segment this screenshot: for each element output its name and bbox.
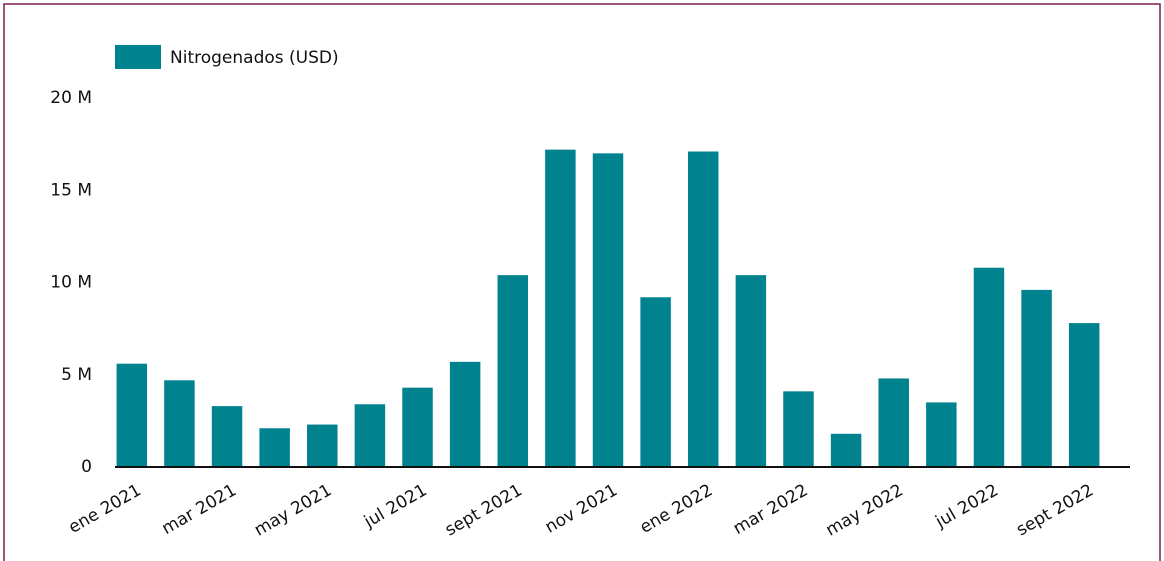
x-tick-label: jul 2021 xyxy=(360,480,431,532)
x-tick-label: may 2021 xyxy=(251,480,335,540)
bar xyxy=(545,149,576,467)
bar xyxy=(354,404,386,467)
y-tick-label: 0 xyxy=(81,457,92,477)
bar xyxy=(1021,289,1052,467)
bar xyxy=(1068,323,1100,467)
legend-swatch xyxy=(115,45,161,69)
bar xyxy=(735,275,767,467)
bar xyxy=(164,380,195,467)
y-tick-label: 10 M xyxy=(50,273,92,293)
x-tick-label: mar 2022 xyxy=(730,480,812,539)
y-tick-label: 15 M xyxy=(50,180,92,200)
bar xyxy=(402,387,433,467)
bar xyxy=(640,297,671,467)
bar xyxy=(497,275,528,467)
x-tick-label: ene 2022 xyxy=(637,480,717,538)
bar xyxy=(449,361,481,467)
bar xyxy=(830,433,862,467)
x-tick-label: sept 2021 xyxy=(442,480,526,540)
x-tick-label: nov 2021 xyxy=(542,480,621,537)
x-tick-label: ene 2021 xyxy=(65,480,145,538)
y-tick-label: 20 M xyxy=(50,88,92,108)
y-tick-label: 5 M xyxy=(61,365,92,385)
bar xyxy=(307,424,338,467)
x-tick-label: may 2022 xyxy=(822,480,906,540)
bar xyxy=(783,391,814,467)
x-tick-label: sept 2022 xyxy=(1013,480,1097,540)
x-tick-label: mar 2021 xyxy=(158,480,240,539)
bar xyxy=(259,428,290,467)
bar xyxy=(926,402,957,467)
frame xyxy=(3,3,1161,561)
bar xyxy=(116,363,148,467)
bar xyxy=(878,378,909,467)
x-tick-label: jul 2022 xyxy=(931,480,1002,532)
legend-label: Nitrogenados (USD) xyxy=(170,48,339,68)
bar xyxy=(592,153,624,467)
bar xyxy=(211,406,243,467)
bar xyxy=(688,151,719,467)
bar xyxy=(973,267,1005,467)
